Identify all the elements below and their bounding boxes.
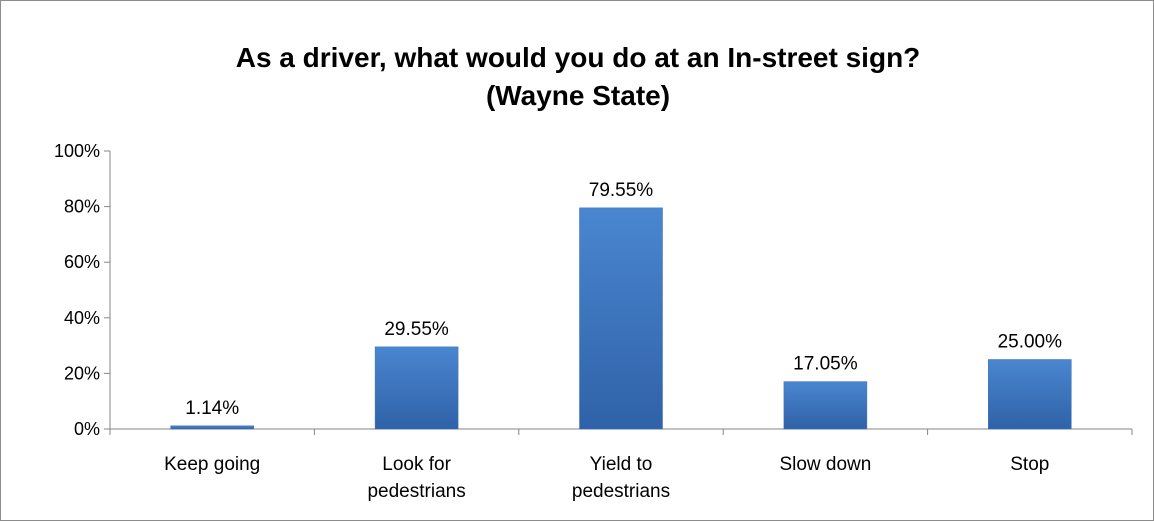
data-label: 29.55%	[384, 319, 449, 340]
labels: 0% 20% 40% 60% 80% 100% 1.14% Keep going 29.55% L…	[54, 141, 1062, 502]
data-label: 79.55%	[589, 180, 654, 201]
y-tick-label: 100%	[54, 141, 100, 161]
x-tick-label: Stop	[1010, 454, 1049, 475]
bar	[988, 359, 1072, 430]
chart-title: As a driver, what would you do at an In-…	[1, 39, 1154, 115]
bar	[783, 381, 868, 430]
y-tick-label: 40%	[64, 308, 100, 328]
data-label: 1.14%	[185, 398, 239, 419]
chart-title-line-2: (Wayne State)	[485, 80, 671, 111]
bar	[579, 207, 663, 430]
y-tick-label: 0%	[74, 419, 100, 439]
x-tick-label: Keep going	[164, 454, 260, 475]
bar	[170, 425, 254, 430]
bars	[170, 207, 1072, 430]
y-tick-label: 60%	[64, 252, 100, 272]
x-tick-label: Yield to	[590, 454, 653, 475]
chart-title-line-1: As a driver, what would you do at an In-…	[235, 42, 921, 73]
bar	[374, 346, 459, 430]
x-tick-label: pedestrians	[367, 481, 465, 502]
x-tick-label: pedestrians	[572, 481, 670, 502]
y-tick-label: 80%	[64, 197, 100, 217]
data-label: 17.05%	[793, 354, 858, 375]
x-tick-label: Look for	[382, 454, 451, 475]
data-label: 25.00%	[998, 332, 1063, 353]
x-tick-label: Slow down	[779, 454, 871, 475]
y-tick-label: 20%	[64, 363, 100, 383]
